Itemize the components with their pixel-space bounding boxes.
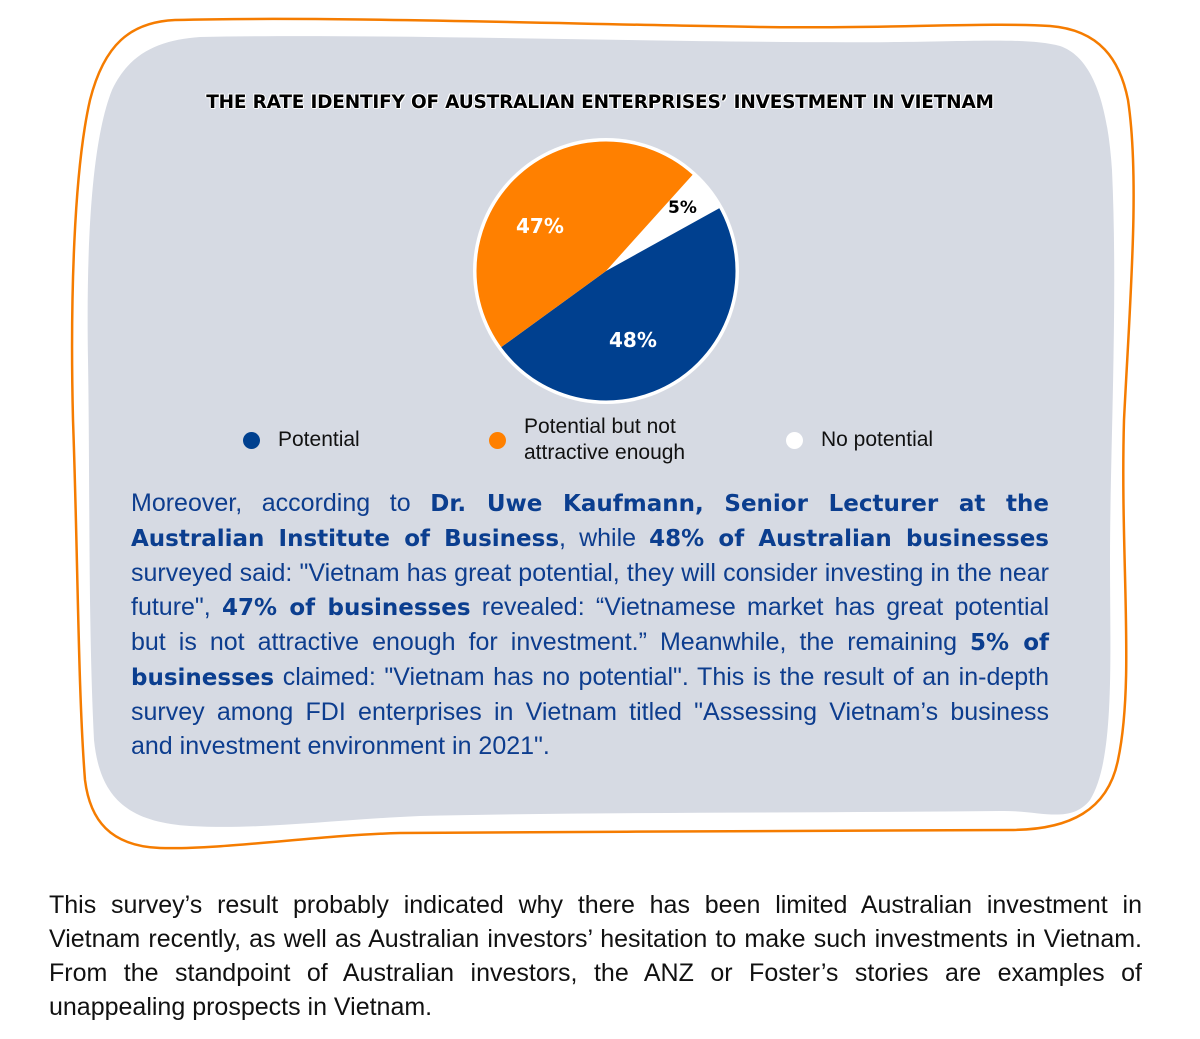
body-bold-run: 48% of Australian businesses: [649, 526, 1049, 552]
body-bold-run: Dr. Uwe Kaufmann, Senior Lecturer at the…: [131, 491, 1049, 552]
body-text-run: revealed: “Vietnamese market has great p…: [131, 593, 1049, 656]
pie-slice-potential: [500, 207, 736, 401]
legend-label-line2: attractive enough: [524, 441, 686, 464]
pie-label-47: 47%: [516, 214, 564, 238]
body-text-run: , while: [559, 524, 650, 552]
body-text-run: claimed: "Vietnam has no potential". Thi…: [131, 663, 1049, 760]
body-text-run: Moreover, according to: [131, 489, 431, 517]
legend-item-potential-not-attractive: Potential but not attractive enough: [489, 414, 685, 466]
pie-label-48: 48%: [609, 328, 657, 352]
blue-dot-icon: [243, 431, 260, 449]
pie-slice-no-potential: [606, 174, 720, 271]
frame-outline: [70, 17, 1135, 850]
body-text-run: surveyed said: "Vietnam has great potent…: [131, 559, 1049, 621]
body-paragraph: Moreover, according to Dr. Uwe Kaufmann,…: [131, 486, 1049, 763]
legend-label: No potential: [821, 428, 934, 451]
legend-label: Potential but not attractive enough: [524, 414, 685, 466]
legend-item-potential: Potential: [243, 427, 360, 453]
body-bold-run: 5% of businesses: [131, 630, 1049, 691]
footer-paragraph: This survey’s result probably indicated …: [49, 891, 1142, 1021]
orange-dot-icon: [489, 431, 506, 449]
chart-legend: Potential Potential but not attractive e…: [0, 412, 1200, 472]
pie-slice-potential-not-attractive: [476, 141, 693, 348]
pie-chart: 47% 5% 48%: [471, 136, 741, 406]
panel-background: [87, 36, 1115, 827]
chart-title: THE RATE IDENTIFY OF AUSTRALIAN ENTERPRI…: [206, 92, 994, 113]
white-dot-icon: [786, 431, 803, 449]
infographic-frame: [70, 17, 1135, 850]
legend-item-no-potential: No potential: [786, 427, 933, 453]
pie-label-5: 5%: [668, 198, 697, 218]
legend-label: Potential: [278, 428, 360, 451]
body-bold-run: 47% of businesses: [222, 595, 471, 621]
legend-label-line1: Potential but not: [524, 415, 676, 438]
